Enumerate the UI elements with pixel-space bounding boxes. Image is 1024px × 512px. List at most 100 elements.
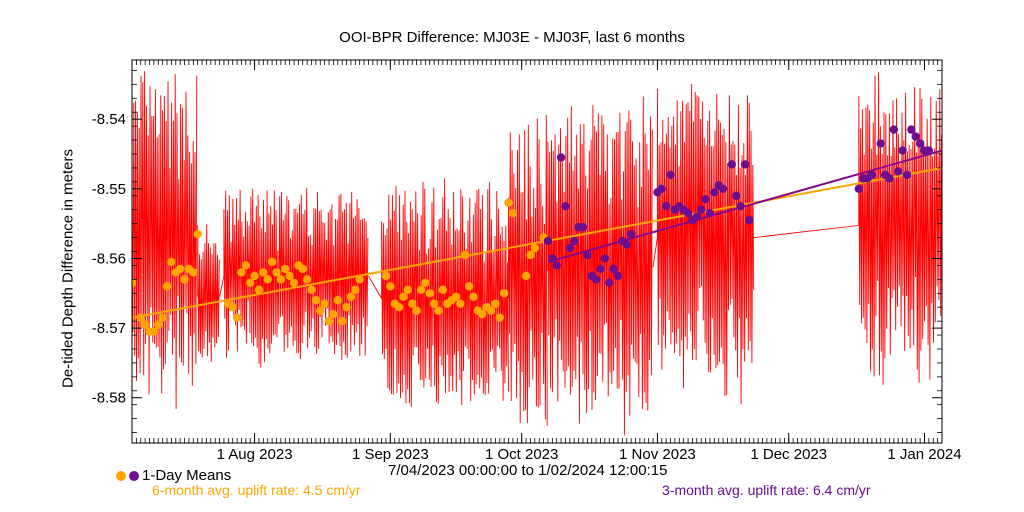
daily-mean-point [438,285,448,294]
raw-trace-segment [219,187,369,368]
x-tick-label: 1 Jan 2024 [887,446,961,463]
trend-line-fit_6mo [132,166,942,319]
daily-mean-point [552,261,561,270]
raw-trace-segment [547,96,653,436]
daily-mean-point [556,153,566,162]
daily-mean-point [329,309,338,319]
x-tick-label: 1 Dec 2023 [750,446,827,463]
y-tick-label: -8.57 [92,320,126,337]
daily-mean-point [486,306,496,315]
y-tick-label: -8.55 [92,181,126,198]
daily-mean-point [867,170,877,180]
daily-mean-point [281,264,290,274]
daily-mean-point [570,236,579,246]
daily-mean-point [876,139,885,148]
daily-mean-point [710,188,719,197]
daily-mean-point [421,278,430,288]
daily-mean-point [154,320,163,329]
daily-mean-point [626,229,636,239]
purple-dot-icon [129,471,139,481]
daily-mean-point [320,299,329,308]
daily-mean-point [605,278,614,288]
daily-mean-point [732,191,741,200]
daily-mean-point [521,271,531,281]
daily-mean-point [425,289,434,298]
daily-mean-point [696,205,706,214]
daily-mean-point [854,184,864,194]
raw-trace-segment [197,224,220,362]
legend-label: 1-Day Means [142,467,232,484]
time-range-label: 7/04/2023 00:00:00 to 1/02/2024 12:00:15 [388,462,668,479]
daily-mean-point [889,125,899,134]
daily-mean-point [740,160,750,169]
daily-mean-point [241,261,251,270]
daily-mean-point [408,299,417,308]
daily-mean-point [355,275,364,284]
daily-mean-point [622,240,631,249]
x-tick-label: 1 Aug 2023 [217,446,293,463]
daily-mean-point [381,271,391,281]
daily-mean-point [530,243,540,253]
daily-mean-point [924,146,934,155]
daily-mean-point [429,299,439,308]
daily-mean-point [324,316,334,326]
daily-mean-point [543,236,553,246]
y-axis-label: De-tided Depth Difference in meters [59,149,77,389]
daily-mean-point [736,202,745,211]
daily-mean-point [394,303,404,312]
daily-mean-point [149,327,159,336]
daily-mean-point [307,285,316,294]
raw-trace-segment [132,71,198,410]
daily-mean-point [565,243,575,253]
daily-mean-point [193,229,202,239]
daily-mean-point [289,278,299,288]
daily-mean-point [464,282,474,291]
daily-mean-point [907,125,916,134]
daily-mean-point [386,282,395,291]
daily-mean-point [885,174,894,183]
daily-mean-point [600,254,610,263]
daily-mean-point [272,268,281,277]
daily-mean-point [491,299,500,308]
daily-mean-point [351,285,360,294]
daily-mean-point [337,316,347,326]
daily-mean-point [451,292,461,301]
daily-mean-point [162,282,172,291]
daily-mean-point [132,278,137,288]
daily-mean-point [158,313,167,322]
trend-line-fit_3mo [547,149,942,263]
daily-mean-point [259,268,268,277]
daily-mean-point [298,264,307,274]
daily-mean-point [276,275,286,284]
daily-mean-point [228,303,237,312]
daily-mean-point [526,250,535,260]
daily-mean-point [460,250,469,260]
daily-mean-point [902,170,912,180]
daily-mean-point [561,202,570,211]
raw-trace-segment [368,178,509,408]
daily-mean-point [548,254,557,263]
daily-mean-point [311,296,321,305]
daily-mean-point [189,268,198,277]
daily-mean-point [434,306,443,315]
y-tick-label: -8.58 [92,390,126,407]
three-month-rate-label: 3-month avg. uplift rate: 6.4 cm/yr [662,482,871,498]
daily-mean-point [499,289,509,298]
daily-mean-point [661,202,671,211]
daily-mean-point [701,195,710,204]
daily-mean-point [175,264,185,274]
tick-labels: 1 Aug 2023 1 Sep 2023 1 Oct 2023 1 Nov 2023… [92,111,962,463]
orange-dot-icon [116,471,126,481]
axis-ticks [131,60,943,443]
daily-mean-point [894,167,903,176]
daily-mean-point [718,184,728,194]
y-tick-label: -8.54 [92,111,126,128]
daily-mean-point [232,313,242,322]
daily-mean-point [412,306,421,315]
daily-mean-point [250,271,259,281]
daily-mean-point [609,264,618,274]
daily-mean-point [911,132,920,141]
daily-mean-point [140,320,150,329]
trend-lines [132,149,942,319]
